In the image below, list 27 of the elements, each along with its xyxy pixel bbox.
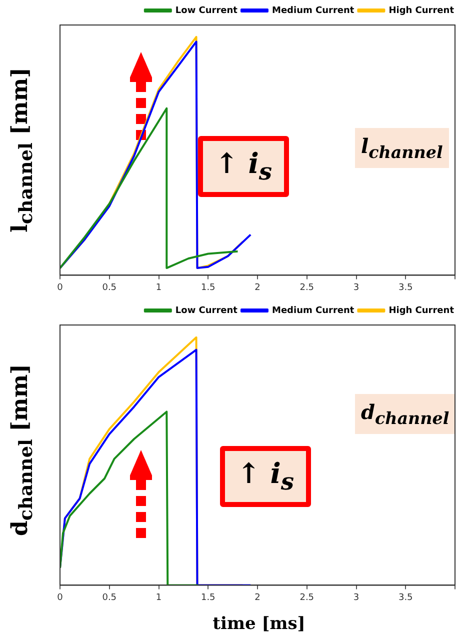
x-tick-label: 2.5 [300,592,314,603]
legend-label: Medium Current [272,306,355,316]
x-tick-label: 3.5 [398,592,413,603]
annotation: l$_{channel}$ [355,128,449,168]
x-tick-label: 0 [57,282,64,293]
legend-label: Low Current [175,6,238,16]
x-tick-label: 1 [156,282,162,293]
x-tick-label: 0.5 [102,282,117,293]
x-tick-label: 3 [353,592,360,603]
legend-label: Medium Current [272,6,355,16]
x-tick-label: 3 [353,282,360,293]
x-tick-label: 1.5 [200,592,216,603]
annotation: ↑ i$_{s}$ [220,446,311,507]
x-tick-label: 2 [254,592,260,603]
x-axis-title: time [ms] [212,614,306,634]
x-tick-label: 1.5 [200,282,216,293]
x-tick-label: 2 [254,282,260,293]
annotation: ↑ i$_{s}$ [198,136,289,197]
legend-label: High Current [388,306,455,316]
x-tick-label: 0 [57,592,64,603]
legend-label: High Current [388,6,455,16]
x-tick-label: 2.5 [300,282,314,293]
x-tick-label: 3.5 [398,282,413,293]
annotation: d$_{channel}$ [355,394,456,434]
x-tick-label: 1 [156,592,162,603]
legend-label: Low Current [175,306,238,316]
x-tick-label: 0.5 [102,592,117,603]
